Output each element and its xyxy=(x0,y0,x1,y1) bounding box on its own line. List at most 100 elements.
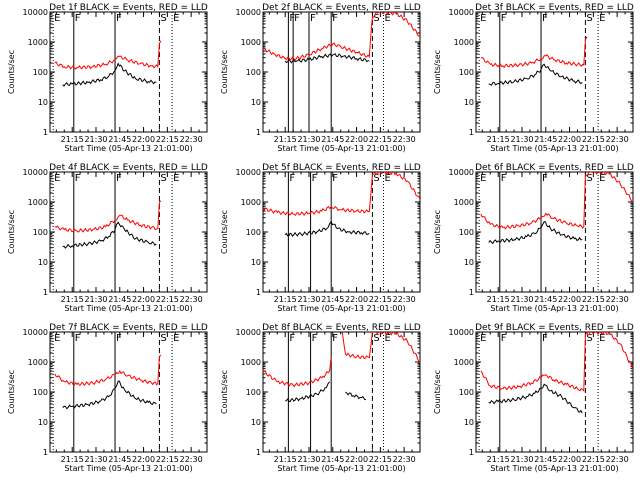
x-tick-label: 22:30 xyxy=(606,455,629,464)
x-tick-label: 21:15 xyxy=(61,455,84,464)
panel-title: Det 3f BLACK = Events, RED = LLD xyxy=(475,3,634,13)
marker-label: F xyxy=(289,333,295,344)
x-tick-label: 21:45 xyxy=(108,455,131,464)
marker-label: E xyxy=(480,173,486,184)
x-axis-label: Start Time (05-Apr-13 21:01:00) xyxy=(490,304,618,313)
y-tick-label: 10000 xyxy=(236,168,261,177)
marker-label: E xyxy=(599,333,605,344)
panel-title: Det 1f BLACK = Events, RED = LLD xyxy=(49,3,208,13)
x-tick-label: 21:45 xyxy=(108,295,131,304)
x-tick-label: 21:45 xyxy=(321,135,344,144)
y-axis-label: Counts/sec xyxy=(433,50,442,94)
x-tick-label: 21:45 xyxy=(534,135,557,144)
y-axis-label: Counts/sec xyxy=(7,50,16,94)
marker-label: F xyxy=(501,13,507,24)
x-axis-label: Start Time (05-Apr-13 21:01:00) xyxy=(277,464,405,473)
y-tick-label: 10000 xyxy=(236,328,261,337)
panel-det-2f: Det 2f BLACK = Events, RED = LLD 1 10 100 10… xyxy=(220,3,421,153)
marker-label: F xyxy=(501,333,507,344)
marker-label: E xyxy=(480,13,486,24)
x-tick-label: 22:15 xyxy=(156,135,179,144)
panel-det-6f: Det 6f BLACK = Events, RED = LLD 1 10 100 10… xyxy=(433,163,634,313)
x-tick-label: 21:15 xyxy=(274,135,297,144)
y-tick-label: 1 xyxy=(43,128,48,137)
panel-title: Det 6f BLACK = Events, RED = LLD xyxy=(475,163,634,173)
x-tick-label: 21:45 xyxy=(321,295,344,304)
series-line-lld xyxy=(341,332,420,363)
marker-label: E xyxy=(54,173,60,184)
panel-det-1f: Det 1f BLACK = Events, RED = LLD 1 10 100 10… xyxy=(7,3,208,153)
marker-label: S xyxy=(160,333,166,344)
marker-label: E xyxy=(385,13,391,24)
y-tick-label: 1 xyxy=(469,128,474,137)
panel-title: Det 8f BLACK = Events, RED = LLD xyxy=(262,323,421,333)
y-tick-label: 10 xyxy=(38,98,48,107)
series-line-events xyxy=(488,63,583,86)
series-line-events xyxy=(488,221,583,245)
marker-label: F xyxy=(312,333,318,344)
marker-label: E xyxy=(599,173,605,184)
y-tick-label: 1000 xyxy=(28,198,48,207)
marker-label: F xyxy=(310,13,316,24)
marker-label: F xyxy=(332,173,338,184)
y-tick-label: 1000 xyxy=(241,358,261,367)
panel-det-3f: Det 3f BLACK = Events, RED = LLD 1 10 100 10… xyxy=(433,3,634,153)
marker-label: S xyxy=(373,333,379,344)
y-tick-label: 10 xyxy=(251,98,261,107)
y-tick-label: 10000 xyxy=(449,328,474,337)
x-tick-label: 22:30 xyxy=(393,295,416,304)
series-line-events xyxy=(284,220,370,237)
x-tick-label: 22:00 xyxy=(558,295,581,304)
x-tick-label: 21:30 xyxy=(84,295,107,304)
y-tick-label: 1000 xyxy=(28,358,48,367)
x-tick-label: 22:15 xyxy=(156,455,179,464)
x-tick-label: 21:45 xyxy=(534,455,557,464)
panel-title: Det 2f BLACK = Events, RED = LLD xyxy=(262,3,421,13)
y-tick-label: 100 xyxy=(246,228,261,237)
series-line-lld xyxy=(54,200,162,233)
series-line-events xyxy=(284,53,370,64)
marker-label: F xyxy=(75,173,81,184)
x-axis-label: Start Time (05-Apr-13 21:01:00) xyxy=(64,144,192,153)
panel-title: Det 4f BLACK = Events, RED = LLD xyxy=(49,163,208,173)
x-tick-label: 22:00 xyxy=(558,135,581,144)
marker-label: F xyxy=(542,13,548,24)
y-tick-label: 100 xyxy=(33,228,48,237)
marker-label: F xyxy=(116,13,122,24)
x-axis-label: Start Time (05-Apr-13 21:01:00) xyxy=(490,144,618,153)
y-axis-label: Counts/sec xyxy=(220,50,229,94)
series-line-lld xyxy=(54,40,162,70)
y-tick-label: 10 xyxy=(38,258,48,267)
x-tick-label: 22:15 xyxy=(582,135,605,144)
y-tick-label: 10000 xyxy=(449,8,474,17)
x-tick-label: 21:30 xyxy=(84,135,107,144)
series-line-lld xyxy=(263,356,332,388)
x-tick-label: 22:00 xyxy=(132,135,155,144)
x-tick-label: 21:30 xyxy=(510,455,533,464)
marker-label: E xyxy=(385,173,391,184)
y-tick-label: 10000 xyxy=(23,328,48,337)
y-axis-label: Counts/sec xyxy=(220,210,229,254)
marker-label: F xyxy=(116,333,122,344)
marker-label: E xyxy=(599,13,605,24)
marker-label: F xyxy=(501,173,507,184)
series-line-events xyxy=(345,391,367,401)
panel-title: Det 5f BLACK = Events, RED = LLD xyxy=(262,163,421,173)
series-line-lld xyxy=(480,172,633,230)
y-tick-label: 1000 xyxy=(241,38,261,47)
panel-det-5f: Det 5f BLACK = Events, RED = LLD 1 10 100 10… xyxy=(220,163,421,313)
marker-label: S xyxy=(373,173,379,184)
panel-det-7f: Det 7f BLACK = Events, RED = LLD 1 10 100 10… xyxy=(7,323,208,473)
x-tick-label: 22:00 xyxy=(345,295,368,304)
panel-det-9f: Det 9f BLACK = Events, RED = LLD 1 10 100 10… xyxy=(433,323,634,473)
x-tick-label: 21:30 xyxy=(297,455,320,464)
x-tick-label: 21:15 xyxy=(61,135,84,144)
marker-label: F xyxy=(332,333,338,344)
y-tick-label: 100 xyxy=(459,388,474,397)
x-tick-label: 22:30 xyxy=(606,295,629,304)
series-line-events xyxy=(62,380,157,410)
marker-label: F xyxy=(289,173,295,184)
y-tick-label: 1000 xyxy=(454,198,474,207)
